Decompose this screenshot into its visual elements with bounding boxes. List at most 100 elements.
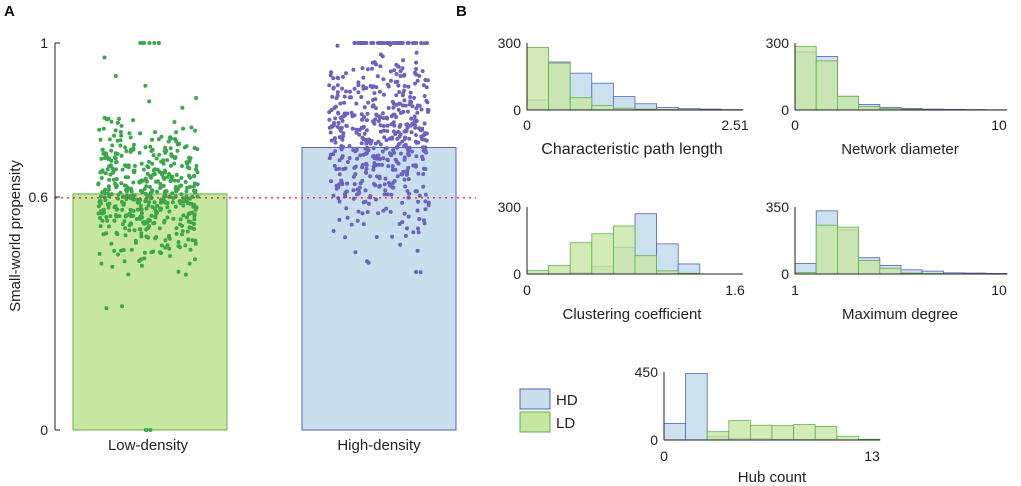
point-high-density xyxy=(369,41,374,45)
point-low-density xyxy=(176,178,181,183)
point-high-density xyxy=(402,136,407,141)
point-low-density xyxy=(98,137,103,142)
point-high-density xyxy=(407,191,412,196)
point-high-density xyxy=(417,73,422,78)
point-high-density xyxy=(399,151,403,156)
point-low-density xyxy=(174,139,179,144)
point-high-density xyxy=(396,107,401,112)
point-high-density xyxy=(381,128,386,133)
point-low-density xyxy=(174,172,179,177)
point-low-density xyxy=(125,187,129,192)
point-high-density xyxy=(416,230,421,235)
point-low-density xyxy=(158,186,163,190)
point-low-density xyxy=(120,167,125,172)
point-low-density xyxy=(120,304,124,309)
point-high-density xyxy=(352,165,357,170)
point-high-density xyxy=(426,110,430,114)
point-high-density xyxy=(330,94,335,99)
point-high-density xyxy=(373,141,378,146)
point-low-density xyxy=(117,116,121,121)
point-high-density xyxy=(368,174,373,179)
hist-bar-clustering-ld xyxy=(569,242,593,275)
point-low-density xyxy=(144,206,149,211)
point-low-density xyxy=(138,188,143,193)
point-high-density xyxy=(380,162,384,167)
point-low-density xyxy=(132,164,137,168)
point-low-density xyxy=(177,141,182,146)
point-high-density xyxy=(423,167,428,171)
point-low-density xyxy=(105,218,110,223)
point-high-density xyxy=(349,110,354,115)
point-high-density xyxy=(423,78,428,82)
point-high-density xyxy=(421,172,426,177)
point-high-density xyxy=(395,79,400,84)
point-high-density xyxy=(376,119,381,124)
point-high-density xyxy=(406,195,411,200)
point-low-density xyxy=(161,183,166,188)
point-high-density xyxy=(374,197,378,202)
point-low-density xyxy=(163,145,168,150)
y-tick-max-degree-min: 0 xyxy=(781,266,789,282)
point-low-density xyxy=(149,250,154,255)
point-low-density xyxy=(142,250,147,255)
point-low-density xyxy=(106,224,111,229)
point-low-density xyxy=(109,148,114,153)
point-high-density xyxy=(413,70,417,75)
point-low-density xyxy=(119,200,124,204)
point-high-density xyxy=(338,127,343,131)
point-high-density xyxy=(390,41,395,45)
point-high-density xyxy=(407,136,412,141)
x-label-clustering: Clustering coefficient xyxy=(563,306,703,323)
point-low-density xyxy=(113,156,118,161)
y-tick-hub-count-min: 0 xyxy=(650,432,658,448)
point-low-density xyxy=(103,151,108,156)
point-high-density xyxy=(364,118,369,123)
point-high-density xyxy=(381,208,386,213)
point-high-density xyxy=(363,170,368,175)
point-high-density xyxy=(370,98,375,102)
point-high-density xyxy=(352,113,357,118)
point-high-density xyxy=(353,41,358,45)
point-low-density xyxy=(183,272,188,277)
point-low-density xyxy=(104,231,109,236)
point-low-density xyxy=(179,192,184,197)
point-low-density xyxy=(150,137,154,142)
point-high-density xyxy=(328,73,333,78)
point-low-density xyxy=(188,247,193,252)
point-high-density xyxy=(337,217,342,222)
point-high-density xyxy=(357,190,362,194)
point-low-density xyxy=(112,248,117,253)
point-low-density xyxy=(96,204,101,209)
point-low-density xyxy=(114,167,118,172)
y-tick-clustering-max: 300 xyxy=(498,199,522,215)
bar-low-density xyxy=(72,193,228,431)
point-low-density xyxy=(176,240,181,245)
point-high-density xyxy=(368,195,373,200)
point-high-density xyxy=(394,115,399,120)
point-low-density xyxy=(152,221,157,225)
point-low-density xyxy=(172,161,177,166)
point-high-density xyxy=(386,180,391,185)
point-low-density xyxy=(193,241,198,246)
point-high-density xyxy=(332,121,337,125)
point-high-density xyxy=(391,185,396,190)
point-low-density xyxy=(132,228,137,233)
histogram-characteristic-path-length: 0 300 0 2.51 Characteristic path length xyxy=(498,35,749,158)
point-high-density xyxy=(347,156,352,160)
point-low-density xyxy=(192,222,196,226)
point-low-density xyxy=(124,149,129,153)
point-low-density xyxy=(124,164,129,169)
point-high-density xyxy=(373,106,378,111)
point-low-density xyxy=(131,142,136,147)
point-low-density xyxy=(143,83,148,88)
point-low-density xyxy=(122,259,127,264)
point-low-density xyxy=(126,272,131,277)
point-high-density xyxy=(400,66,405,71)
bar-high-density xyxy=(301,146,457,431)
point-high-density xyxy=(421,184,426,189)
point-low-density xyxy=(180,105,185,110)
point-high-density xyxy=(364,128,369,133)
point-high-density xyxy=(402,177,407,182)
x-tick-max-degree-max: 10 xyxy=(991,282,1007,298)
point-high-density xyxy=(388,209,393,214)
